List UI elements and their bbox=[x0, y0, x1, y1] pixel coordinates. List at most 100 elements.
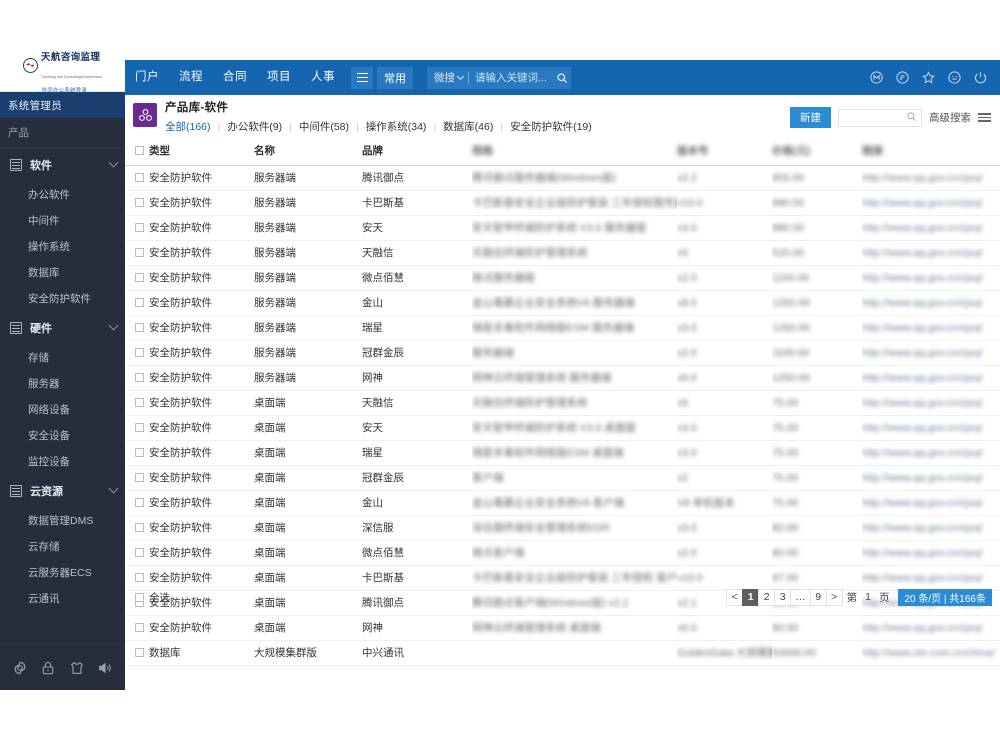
power-icon[interactable] bbox=[973, 70, 988, 85]
table-row[interactable]: 安全防护软件 桌面端 网神 网神云终端管理系统 桌面端 v6.0 80.00 http://… bbox=[125, 615, 1000, 641]
row-checkbox[interactable] bbox=[135, 323, 144, 333]
column-header-brand[interactable]: 品牌 bbox=[362, 137, 472, 166]
pager-page-9[interactable]: 9 bbox=[809, 588, 827, 606]
tab-middleware[interactable]: 中间件(58) bbox=[298, 121, 350, 133]
hamburger-icon[interactable] bbox=[351, 66, 373, 89]
sidebar-group-cloud[interactable]: 云资源 bbox=[0, 474, 125, 507]
row-checkbox[interactable] bbox=[135, 648, 144, 658]
sidebar-item-dms[interactable]: 数据管理DMS bbox=[28, 514, 94, 527]
row-checkbox[interactable] bbox=[135, 223, 144, 233]
pager-next[interactable]: > bbox=[825, 588, 843, 606]
pager-jump-input[interactable]: 1 bbox=[865, 591, 871, 603]
cell-link-text[interactable]: http://www.qq.gov.cn/zjxq/ bbox=[862, 171, 983, 184]
header-checkbox[interactable] bbox=[135, 146, 144, 156]
sidebar-item-server[interactable]: 服务器 bbox=[28, 377, 60, 390]
table-row[interactable]: 安全防护软件 服务器端 瑞星 瑞星杀毒软件网络版ESM 服务器端 v3.0 1250.00… bbox=[125, 315, 1000, 341]
table-row[interactable]: 安全防护软件 桌面端 冠群金辰 客户端 v2 75.00 http://www.qq.gov… bbox=[125, 465, 1000, 491]
advanced-search-button[interactable]: 高级搜索 bbox=[929, 112, 971, 124]
lock-icon[interactable] bbox=[40, 660, 56, 676]
cell-link-text[interactable]: http://www.qq.gov.cn/zjxq/ bbox=[862, 396, 983, 409]
cell-link-text[interactable]: http://www.qq.gov.cn/zjxq/ bbox=[862, 321, 983, 334]
column-header-name[interactable]: 名称 bbox=[254, 137, 362, 166]
cell-link-text[interactable]: http://www.qq.gov.cn/zjxq/ bbox=[862, 446, 983, 459]
column-header-version[interactable]: 版本号 bbox=[677, 145, 709, 157]
row-checkbox[interactable] bbox=[135, 373, 144, 383]
sidebar-user[interactable]: 系统管理员 bbox=[0, 92, 125, 118]
volume-icon[interactable] bbox=[97, 660, 113, 676]
tab-security-software[interactable]: 安全防护软件(19) bbox=[510, 121, 592, 133]
table-row[interactable]: 安全防护软件 服务器端 网神 网神云终端管理系统 服务器端 v6.0 1250.00 htt… bbox=[125, 365, 1000, 391]
nav-frequent-button[interactable]: 常用 bbox=[377, 66, 413, 89]
sidebar-item-security-device[interactable]: 安全设备 bbox=[28, 429, 70, 442]
row-checkbox[interactable] bbox=[135, 448, 144, 458]
table-row[interactable]: 安全防护软件 服务器端 卡巴斯基 卡巴斯基安全企业级防护套装 三年授权服务器端 v10.… bbox=[125, 190, 1000, 216]
page-size-label[interactable]: 20 条/页 | 共166条 bbox=[898, 588, 992, 606]
row-checkbox[interactable] bbox=[135, 523, 144, 533]
table-row[interactable]: 安全防护软件 桌面端 深信服 深信服终端安全管理系统EDR v3.0 80.00 http:… bbox=[125, 515, 1000, 541]
cell-link-text[interactable]: http://www.qq.gov.cn/zjxq/ bbox=[862, 621, 983, 634]
cell-link-text[interactable]: http://www.qq.gov.cn/zjxq/ bbox=[862, 246, 983, 259]
pager-page-1[interactable]: 1 bbox=[742, 588, 760, 606]
table-row[interactable]: 安全防护软件 桌面端 微点佰慧 微点客户端 v2.0 80.00 http://www.qq… bbox=[125, 540, 1000, 566]
cell-link-text[interactable]: http://www.qq.gov.cn/zjxq/ bbox=[862, 546, 983, 559]
table-row[interactable]: 安全防护软件 桌面端 天融信 天融信终端防护管理系统 v5 75.00 http://www… bbox=[125, 390, 1000, 416]
sidebar-item-office-software[interactable]: 办公软件 bbox=[28, 188, 70, 201]
message-circle-icon[interactable] bbox=[895, 70, 910, 85]
cell-link-text[interactable]: http://www.qq.gov.cn/zjxq/ bbox=[862, 371, 983, 384]
cell-link-text[interactable]: http://www.qq.gov.cn/zjxq/ bbox=[862, 496, 983, 509]
cell-link-text[interactable]: http://www.qq.gov.cn/zjxq/ bbox=[862, 221, 983, 234]
sidebar-item-cloud-comm[interactable]: 云通讯 bbox=[28, 592, 60, 605]
table-row[interactable]: 安全防护软件 桌面端 瑞星 瑞星杀毒软件网络版ESM 桌面端 v3.0 75.00 http… bbox=[125, 440, 1000, 466]
table-row[interactable]: 安全防护软件 桌面端 金山 金山毒霸企业安全系统V8 客户端 V8 单机版本 75.00 h… bbox=[125, 490, 1000, 516]
sidebar-item-middleware[interactable]: 中间件 bbox=[28, 214, 60, 227]
nav-item-project[interactable]: 项目 bbox=[267, 71, 291, 83]
pager-page-2[interactable]: 2 bbox=[758, 588, 776, 606]
table-row[interactable]: 安全防护软件 服务器端 冠群金辰 服务器端 v2.0 1100.00 http://www.… bbox=[125, 340, 1000, 366]
column-header-type[interactable]: 类型 bbox=[149, 137, 254, 166]
gear-icon[interactable] bbox=[12, 660, 28, 676]
cell-link-text[interactable]: http://www.qq.gov.cn/zjxq/ bbox=[862, 571, 983, 584]
sidebar-item-monitoring-device[interactable]: 监控设备 bbox=[28, 455, 70, 468]
cell-link-text[interactable]: http://www.qq.gov.cn/zjxq/ bbox=[862, 521, 983, 534]
shirt-icon[interactable] bbox=[69, 660, 85, 676]
list-view-icon[interactable] bbox=[978, 111, 992, 125]
sidebar-item-network-device[interactable]: 网络设备 bbox=[28, 403, 70, 416]
row-checkbox[interactable] bbox=[135, 548, 144, 558]
sidebar-item-cloud-storage[interactable]: 云存储 bbox=[28, 540, 60, 553]
sidebar-item-database[interactable]: 数据库 bbox=[28, 266, 60, 279]
row-checkbox[interactable] bbox=[135, 423, 144, 433]
sidebar-item-storage[interactable]: 存储 bbox=[28, 351, 49, 364]
nav-item-workflow[interactable]: 流程 bbox=[179, 71, 203, 83]
table-row[interactable]: 数据库 大规模集群版 中兴通讯 GoldenData 大规模集群版50000.00 ht… bbox=[125, 640, 1000, 666]
table-row[interactable]: 安全防护软件 服务器端 腾讯御点 腾讯御点服务器端(Windows版) v2.2 855.… bbox=[125, 165, 1000, 191]
row-checkbox[interactable] bbox=[135, 198, 144, 208]
sidebar-group-software[interactable]: 软件 bbox=[0, 148, 125, 181]
row-checkbox[interactable] bbox=[135, 348, 144, 358]
tab-database[interactable]: 数据库(46) bbox=[443, 121, 494, 133]
cell-link-text[interactable]: http://www.zte.com.cn/china/ bbox=[862, 646, 996, 659]
new-button[interactable]: 新建 bbox=[790, 107, 831, 128]
cell-link-text[interactable]: http://www.qq.gov.cn/zjxq/ bbox=[862, 196, 983, 209]
row-checkbox[interactable] bbox=[135, 273, 144, 283]
row-checkbox[interactable] bbox=[135, 573, 144, 583]
table-row[interactable]: 安全防护软件 服务器端 金山 金山毒霸企业安全系统V8 服务器端 v8.0 1250.00… bbox=[125, 290, 1000, 316]
search-category-selector[interactable]: 微搜 bbox=[427, 70, 468, 85]
cell-link-text[interactable]: http://www.qq.gov.cn/zjxq/ bbox=[862, 271, 983, 284]
brand-logo[interactable]: 天航咨询监理 Tianhang Info Consulting&Supervis… bbox=[0, 50, 125, 94]
select-all-checkbox[interactable] bbox=[135, 592, 144, 602]
search-input[interactable]: 请输入关键词... bbox=[475, 72, 547, 84]
sidebar-item-ecs[interactable]: 云服务器ECS bbox=[28, 566, 92, 579]
nav-item-portal[interactable]: 门户 bbox=[135, 71, 159, 83]
tab-office-software[interactable]: 办公软件(9) bbox=[227, 121, 283, 133]
pager-page-3[interactable]: 3 bbox=[774, 588, 792, 606]
sidebar-item-security-software[interactable]: 安全防护软件 bbox=[28, 292, 91, 305]
smiley-icon[interactable] bbox=[947, 70, 962, 85]
table-row[interactable]: 安全防护软件 服务器端 微点佰慧 微点服务器版 v2.0 1150.00 http://ww… bbox=[125, 265, 1000, 291]
global-search[interactable]: 微搜 请输入关键词... bbox=[427, 66, 571, 89]
column-header-price[interactable]: 价格(元) bbox=[772, 145, 811, 157]
row-checkbox[interactable] bbox=[135, 248, 144, 258]
select-all-control[interactable]: 全选 bbox=[135, 590, 170, 605]
table-search-input[interactable] bbox=[838, 108, 922, 127]
pager-prev[interactable]: < bbox=[726, 588, 744, 606]
tab-os[interactable]: 操作系统(34) bbox=[365, 121, 427, 133]
